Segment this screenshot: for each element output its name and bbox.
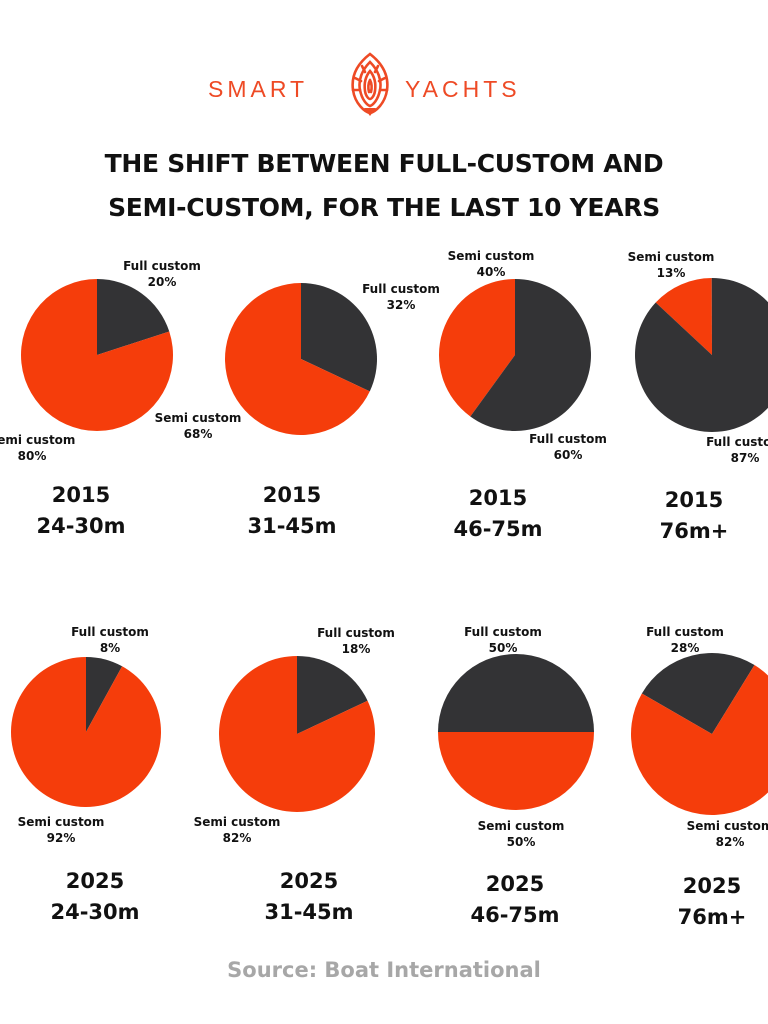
slice-label: Full custom 20% — [123, 258, 201, 290]
pie-slice-2015-2-full — [470, 279, 591, 431]
slice-label-value: 28% — [670, 641, 700, 655]
slice-label: Semi custom 68% — [155, 410, 242, 442]
brand-word-right: YACHTS — [405, 76, 521, 102]
pie-slice-2025-4-semi — [10, 657, 161, 808]
chart-caption-year: 2015 — [664, 488, 724, 512]
slice-label-name: Semi custom — [447, 249, 535, 263]
slice-label: Semi custom 80% — [0, 432, 75, 464]
chart-caption: 2025 46-75m — [470, 869, 559, 931]
pie-slice-2015-0-semi — [21, 279, 174, 432]
slice-label-value: 13% — [656, 266, 686, 280]
pie-slice-2015-3-full — [635, 277, 768, 432]
slice-label-name: Semi custom — [477, 819, 565, 833]
chart-caption-year: 2025 — [485, 872, 545, 896]
chart-caption-size: 31-45m — [247, 514, 337, 538]
pie-slice-2025-6-full — [438, 654, 594, 732]
pie-slice-2025-7-full — [641, 652, 755, 734]
slice-label-value: 68% — [183, 427, 213, 441]
page-title: THE SHIFT BETWEEN FULL-CUSTOM AND SEMI-C… — [0, 142, 768, 230]
chart-caption-size: 76m+ — [659, 519, 729, 543]
chart-caption-year: 2015 — [262, 483, 322, 507]
pie-slice-2025-5-semi — [219, 656, 376, 812]
chart-caption-size: 31-45m — [264, 900, 354, 924]
chart-caption: 2025 31-45m — [264, 866, 353, 928]
chart-caption: 2025 76m+ — [678, 871, 747, 933]
slice-label: Full custom 18% — [317, 625, 395, 657]
slice-label-value: 92% — [46, 831, 76, 845]
chart-caption: 2015 46-75m — [453, 483, 542, 545]
pie-slice-2025-4-full — [86, 657, 123, 732]
slice-label-value: 8% — [99, 641, 121, 655]
chart-caption-size: 76m+ — [677, 905, 747, 929]
pie-slice-2025-5-full — [297, 656, 368, 734]
slice-label: Semi custom 82% — [687, 818, 768, 850]
chart-caption-year: 2015 — [51, 483, 111, 507]
slice-label-value: 82% — [222, 831, 252, 845]
slice-label: Semi custom 50% — [478, 818, 565, 850]
chart-caption-size: 24-30m — [50, 900, 140, 924]
slice-label-name: Semi custom — [0, 433, 76, 447]
slice-label-name: Full custom — [71, 625, 149, 639]
chart-caption-year: 2015 — [468, 486, 528, 510]
slice-label-name: Semi custom — [627, 250, 715, 264]
chart-caption-year: 2025 — [682, 874, 742, 898]
slice-label-value: 80% — [17, 449, 47, 463]
slice-label-name: Full custom — [317, 626, 395, 640]
slice-label-name: Full custom — [706, 435, 768, 449]
pie-slice-2015-0-full — [97, 279, 170, 355]
slice-label: Semi custom 82% — [194, 814, 281, 846]
pie-slice-2015-1-full — [301, 283, 378, 392]
chart-caption-size: 46-75m — [470, 903, 560, 927]
slice-label-name: Full custom — [464, 625, 542, 639]
slice-label-value: 50% — [488, 641, 518, 655]
slice-label-name: Semi custom — [686, 819, 768, 833]
pie-slice-2015-2-semi — [438, 279, 515, 417]
slice-label-value: 82% — [715, 835, 745, 849]
chart-caption-size: 46-75m — [453, 517, 543, 541]
chart-caption: 2015 76m+ — [660, 485, 729, 547]
slice-label-value: 20% — [147, 275, 177, 289]
nautilus-shell-icon — [351, 52, 389, 116]
pie-slice-2015-1-semi — [225, 283, 370, 435]
brand-logo: SMART YACHTS — [0, 48, 768, 118]
slice-label-name: Semi custom — [193, 815, 281, 829]
slice-label: Full custom 50% — [464, 624, 542, 656]
slice-label: Full custom 8% — [71, 624, 149, 656]
slice-label-name: Full custom — [529, 432, 607, 446]
slice-label: Semi custom 92% — [18, 814, 105, 846]
slice-label: Full custom 32% — [362, 281, 440, 313]
pie-slice-2025-6-semi — [438, 732, 594, 810]
slice-label: Full custom 28% — [646, 624, 724, 656]
slice-label: Semi custom 40% — [448, 248, 535, 280]
slice-label: Full custom 87% — [706, 434, 768, 466]
slice-label-value: 18% — [341, 642, 371, 656]
slice-label-value: 32% — [386, 298, 416, 312]
pie-slice-2025-7-semi — [631, 665, 768, 815]
title-line-1: THE SHIFT BETWEEN FULL-CUSTOM AND — [104, 149, 664, 178]
title-line-2: SEMI-CUSTOM, FOR THE LAST 10 YEARS — [108, 193, 660, 222]
pie-slice-2015-3-semi — [655, 278, 712, 355]
slice-label-name: Semi custom — [154, 411, 242, 425]
chart-caption-size: 24-30m — [36, 514, 126, 538]
slice-label-value: 40% — [476, 265, 506, 279]
chart-caption: 2015 31-45m — [247, 480, 336, 542]
chart-caption: 2015 24-30m — [36, 480, 125, 542]
source-note: Source: Boat International — [227, 958, 541, 982]
chart-caption-year: 2025 — [279, 869, 339, 893]
slice-label-name: Full custom — [362, 282, 440, 296]
slice-label-value: 87% — [730, 451, 760, 465]
slice-label-name: Full custom — [123, 259, 201, 273]
brand-word-left: SMART — [208, 76, 309, 102]
chart-caption: 2025 24-30m — [50, 866, 139, 928]
slice-label: Full custom 60% — [529, 431, 607, 463]
chart-caption-year: 2025 — [65, 869, 125, 893]
slice-label: Semi custom 13% — [628, 249, 715, 281]
slice-label-value: 60% — [553, 448, 583, 462]
slice-label-name: Semi custom — [17, 815, 105, 829]
slice-label-value: 50% — [506, 835, 536, 849]
slice-label-name: Full custom — [646, 625, 724, 639]
